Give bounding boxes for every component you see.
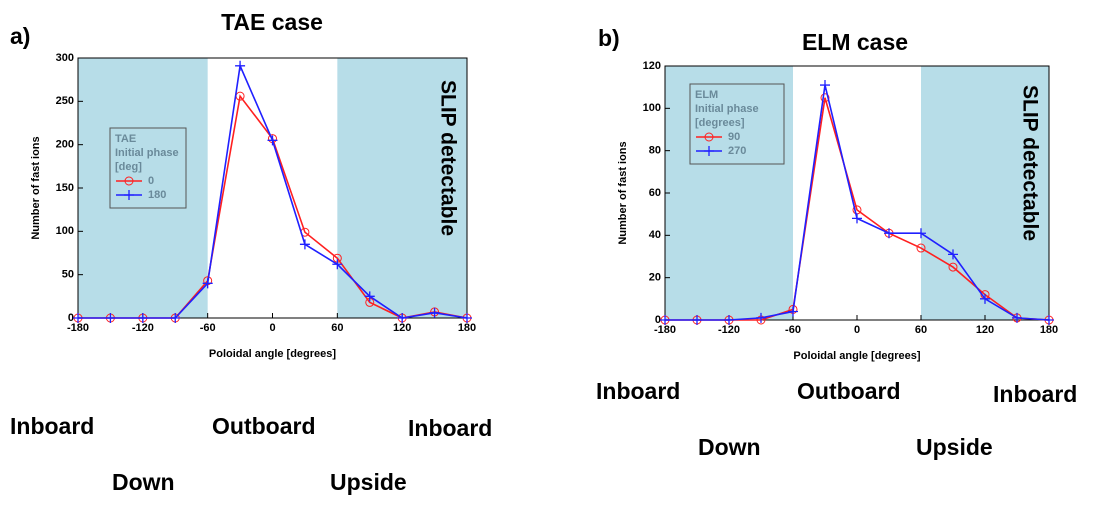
y-tick-label: 100 [643, 102, 661, 114]
legend-title: Initial phase [115, 147, 179, 159]
marker [267, 135, 278, 146]
legend-marker [704, 132, 714, 142]
chart-title: TAE case [221, 9, 323, 35]
annotation: Upside [916, 434, 993, 460]
region-label: SLIP detectable [1018, 85, 1041, 241]
y-tick-label: 50 [62, 269, 74, 281]
y-tick-label: 100 [56, 225, 74, 237]
legend-title: ELM [695, 89, 718, 101]
marker [852, 213, 862, 224]
marker [397, 313, 408, 323]
marker [820, 80, 830, 91]
x-tick-label: -180 [654, 324, 676, 336]
marker [202, 278, 213, 289]
annotation: Inboard [10, 413, 94, 439]
marker [788, 306, 798, 317]
marker [916, 228, 926, 239]
marker [364, 291, 375, 302]
marker [756, 312, 766, 323]
x-tick-label: 180 [1040, 324, 1058, 336]
marker [692, 315, 702, 325]
marker [235, 60, 246, 71]
legend-title: Initial phase [695, 103, 759, 115]
x-tick-label: 0 [854, 324, 860, 336]
x-tick-label: 0 [269, 322, 275, 334]
x-tick-label: -120 [132, 322, 154, 334]
panel-label: b) [598, 25, 620, 51]
marker [724, 315, 734, 325]
y-tick-label: 80 [649, 145, 661, 157]
annotation: Outboard [797, 378, 901, 404]
marker [884, 228, 894, 239]
marker [948, 262, 958, 272]
x-tick-label: -60 [200, 322, 216, 334]
x-tick-label: 60 [331, 322, 343, 334]
marker [820, 93, 830, 103]
legend-marker [124, 190, 134, 200]
marker [980, 293, 990, 304]
legend-title: [degrees] [695, 117, 745, 129]
region-label: SLIP detectable [436, 80, 459, 236]
marker [137, 313, 148, 323]
legend-marker [704, 146, 714, 156]
y-tick-label: 300 [56, 52, 74, 64]
x-tick-label: 120 [393, 322, 411, 334]
y-tick-label: 200 [56, 139, 74, 151]
y-tick-label: 60 [649, 187, 661, 199]
legend-title: TAE [115, 133, 136, 145]
x-tick-label: 60 [915, 324, 927, 336]
annotation: Inboard [408, 415, 492, 441]
legend-label: 270 [728, 145, 746, 157]
y-tick-label: 0 [655, 314, 661, 326]
panel-label: a) [10, 23, 30, 49]
y-axis-label: Number of fast ions [617, 141, 629, 244]
marker [916, 243, 926, 253]
y-tick-label: 0 [68, 312, 74, 324]
x-tick-label: 120 [976, 324, 994, 336]
marker [170, 313, 181, 323]
x-axis-label: Poloidal angle [degrees] [793, 350, 920, 362]
legend-label: 0 [148, 175, 154, 187]
annotation: Outboard [212, 413, 316, 439]
y-tick-label: 250 [56, 95, 74, 107]
shaded-region [337, 58, 467, 318]
marker [105, 313, 116, 323]
marker [299, 239, 310, 250]
annotation: Inboard [596, 378, 680, 404]
marker [73, 313, 83, 323]
annotation: Inboard [993, 381, 1077, 407]
annotation: Down [112, 469, 175, 495]
marker [429, 307, 440, 318]
x-axis-label: Poloidal angle [degrees] [209, 348, 336, 360]
marker [332, 259, 343, 270]
legend-marker [124, 176, 134, 186]
marker [462, 313, 472, 323]
y-tick-label: 120 [643, 60, 661, 72]
marker [1012, 312, 1022, 323]
y-tick-label: 20 [649, 272, 661, 284]
legend-label: 180 [148, 189, 166, 201]
shaded-region [921, 66, 1049, 320]
legend-label: 90 [728, 131, 740, 143]
y-axis-label: Number of fast ions [30, 136, 42, 239]
legend-title: [deg] [115, 161, 142, 173]
marker [660, 315, 670, 325]
annotation: Upside [330, 469, 407, 495]
y-tick-label: 150 [56, 182, 74, 194]
x-tick-label: 180 [458, 322, 476, 334]
x-tick-label: -60 [785, 324, 801, 336]
x-tick-label: -120 [718, 324, 740, 336]
marker [948, 249, 958, 260]
x-tick-label: -180 [67, 322, 89, 334]
y-tick-label: 40 [649, 229, 661, 241]
marker [1044, 315, 1054, 325]
annotation: Down [698, 434, 761, 460]
chart-title: ELM case [802, 29, 908, 55]
